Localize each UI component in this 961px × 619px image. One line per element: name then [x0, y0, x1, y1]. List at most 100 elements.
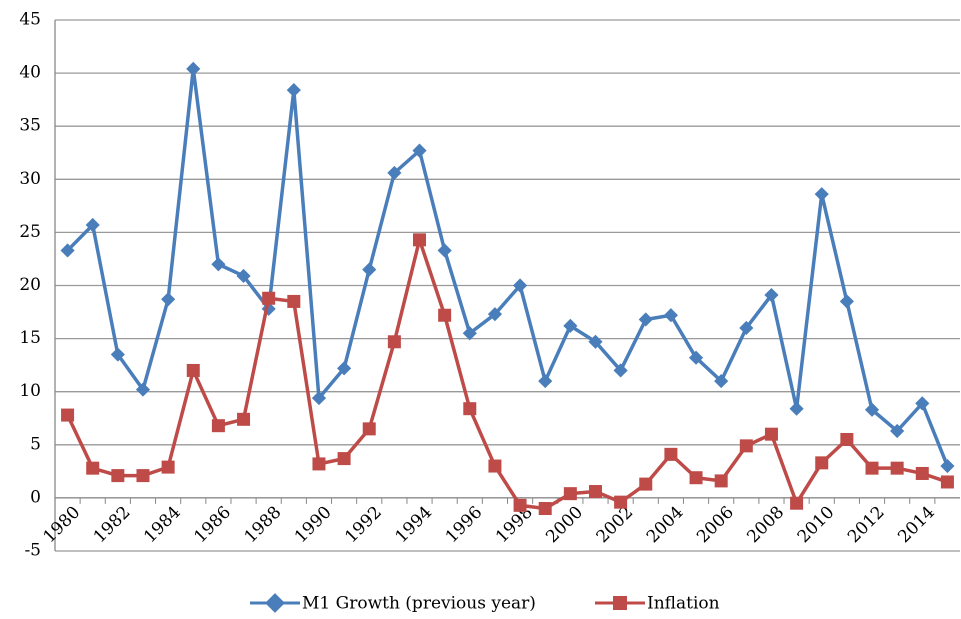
x-tick-label: 1994 — [391, 502, 436, 547]
y-tick-label: 0 — [30, 487, 41, 507]
y-tick-label: 10 — [19, 381, 41, 401]
x-tick-label: 1984 — [140, 502, 185, 547]
legend: M1 Growth (previous year) Inflation — [250, 593, 720, 614]
point — [161, 460, 175, 474]
x-tick-label: 2006 — [693, 502, 738, 547]
legend-label: M1 Growth (previous year) — [302, 594, 536, 614]
x-tick-label: 1990 — [291, 502, 336, 547]
series-line — [66, 67, 950, 467]
y-tick-label: 15 — [19, 328, 41, 348]
point — [890, 423, 905, 439]
y-tick-label: 30 — [19, 169, 41, 189]
point — [237, 412, 251, 426]
point — [839, 294, 854, 309]
point — [262, 291, 276, 305]
x-tick-label: 1980 — [40, 502, 85, 547]
point — [865, 461, 879, 475]
point — [362, 262, 377, 277]
point — [764, 287, 779, 303]
x-tick-label: 1986 — [190, 502, 235, 547]
point — [563, 487, 577, 501]
point — [362, 422, 376, 436]
x-tick-label: 1992 — [341, 502, 386, 547]
point — [664, 447, 678, 461]
point — [814, 187, 829, 202]
point — [714, 374, 729, 389]
point — [286, 83, 301, 98]
point — [789, 401, 804, 416]
point — [413, 233, 427, 247]
point — [110, 347, 125, 362]
point — [764, 427, 778, 441]
y-tick-label: 45 — [19, 10, 41, 30]
x-tick-label: 2014 — [894, 502, 939, 547]
point — [512, 278, 528, 293]
point — [311, 391, 327, 406]
point — [613, 363, 628, 378]
point — [287, 294, 301, 308]
point — [186, 61, 201, 76]
point — [538, 374, 553, 389]
point — [689, 471, 703, 485]
x-tick-label: 1988 — [241, 502, 286, 547]
point — [639, 477, 653, 491]
point — [438, 308, 452, 322]
point — [437, 243, 452, 258]
point — [714, 474, 728, 488]
y-tick-label: -5 — [24, 541, 41, 561]
point — [136, 469, 150, 483]
point — [588, 485, 602, 499]
series-line — [65, 238, 948, 511]
point — [86, 461, 100, 475]
point — [563, 318, 578, 333]
point — [940, 475, 954, 489]
x-tick-label: 1996 — [442, 502, 487, 547]
point — [638, 312, 653, 327]
point — [915, 396, 930, 411]
y-tick-label: 20 — [19, 275, 41, 295]
legend-marker — [265, 593, 285, 613]
point — [236, 268, 251, 284]
point — [412, 143, 427, 158]
point — [337, 361, 352, 376]
point — [739, 439, 753, 453]
point — [488, 459, 502, 473]
x-tick-label: 2008 — [743, 502, 788, 547]
point — [588, 334, 603, 349]
point — [840, 432, 854, 446]
point — [111, 469, 125, 483]
point — [387, 335, 401, 349]
point — [864, 402, 880, 417]
point — [915, 466, 929, 480]
point — [688, 350, 704, 365]
point — [211, 419, 225, 433]
point — [790, 496, 804, 510]
point — [211, 257, 226, 272]
x-tick-label: 1982 — [90, 502, 135, 547]
y-tick-label: 5 — [30, 434, 41, 454]
point — [463, 402, 477, 416]
x-tick-label: 2002 — [593, 502, 638, 547]
y-tick-label: 35 — [19, 116, 41, 136]
y-tick-label: 40 — [19, 63, 41, 83]
point — [663, 308, 678, 323]
point — [487, 307, 503, 322]
point — [61, 408, 75, 422]
point — [161, 292, 176, 307]
point — [513, 498, 527, 512]
x-tick-label: 2012 — [844, 502, 889, 547]
point — [739, 320, 754, 336]
x-tick-label: 2004 — [643, 502, 688, 547]
point — [890, 461, 904, 475]
point — [614, 495, 628, 509]
legend-label: Inflation — [647, 594, 720, 614]
y-tick-label: 25 — [19, 222, 41, 242]
point — [186, 363, 200, 377]
point — [387, 165, 402, 180]
point — [312, 457, 326, 471]
point — [337, 452, 351, 466]
point — [815, 456, 829, 470]
point — [940, 458, 955, 474]
point — [538, 502, 552, 516]
